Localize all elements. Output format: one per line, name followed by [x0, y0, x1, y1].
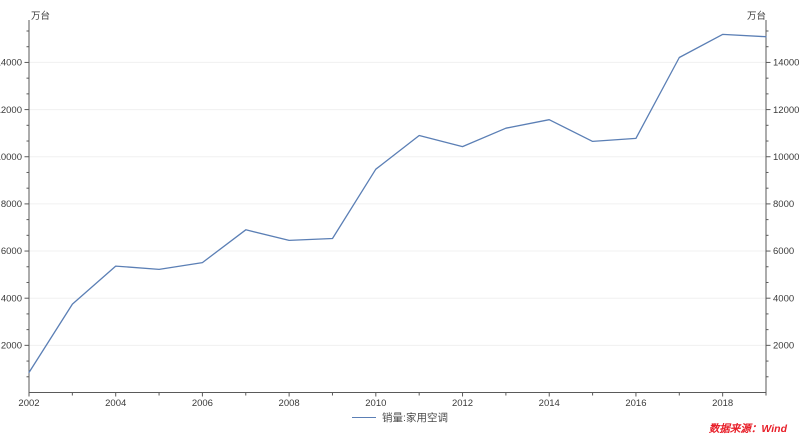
y-tick-label-right: 4000 [773, 293, 794, 304]
y-tick-label-left: 14000 [0, 58, 22, 69]
legend-item-sales[interactable]: 销量:家用空调 [352, 410, 448, 425]
x-tick-label: 2006 [192, 398, 213, 409]
legend-row: 销量:家用空调 [0, 410, 800, 425]
x-tick-label: 2004 [105, 398, 126, 409]
y-tick-label-left: 4000 [1, 293, 22, 304]
series-line-household-ac [28, 33, 767, 374]
y-axis-unit-right: 万台 [746, 11, 766, 22]
y-tick-label-left: 2000 [1, 341, 22, 352]
y-tick-label-right: 14000 [773, 58, 799, 69]
y-axis-unit-left: 万台 [31, 11, 51, 22]
y-tick-label-right: 2000 [773, 341, 794, 352]
legend-line-marker [352, 417, 377, 418]
y-tick-label-left: 10000 [0, 152, 22, 163]
y-tick-label-left: 8000 [1, 199, 22, 210]
x-tick-label: 2002 [18, 398, 39, 409]
data-source-note: 数据来源：Wind [708, 423, 787, 435]
y-tick-label-left: 12000 [0, 105, 22, 116]
y-tick-label-right: 6000 [773, 246, 794, 257]
y-tick-label-left: 6000 [1, 246, 22, 257]
x-tick-label: 2010 [365, 398, 386, 409]
y-tick-label-right: 12000 [773, 105, 799, 116]
x-tick-label: 2008 [279, 398, 300, 409]
y-tick-label-right: 10000 [773, 152, 799, 163]
x-tick-label: 2018 [712, 398, 733, 409]
x-tick-label: 2014 [539, 398, 560, 409]
legend-label: 销量:家用空调 [382, 412, 448, 424]
x-tick-label: 2016 [625, 398, 646, 409]
x-tick-label: 2012 [452, 398, 473, 409]
y-tick-label-right: 8000 [773, 199, 794, 210]
